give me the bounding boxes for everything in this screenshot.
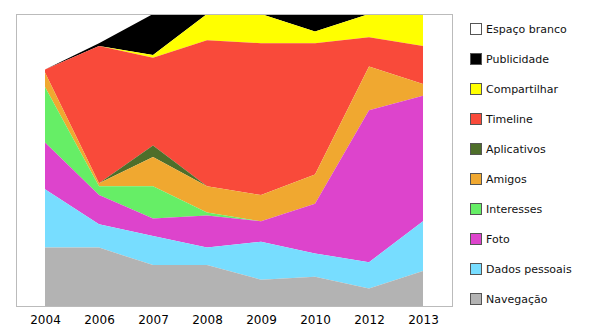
html-text:Publicidade: Publicidade: [486, 52, 550, 66]
svg-text:2010: 2010: [300, 313, 331, 327]
svg-text:2012: 2012: [354, 313, 385, 327]
html-text:Foto: Foto: [486, 232, 510, 246]
svg-text:2004: 2004: [30, 313, 61, 327]
html-text:Espaço branco: Espaço branco: [486, 22, 567, 36]
html-text:Aplicativos: Aplicativos: [486, 142, 546, 156]
html-text:Interesses: Interesses: [486, 202, 543, 216]
svg-text:2007: 2007: [138, 313, 169, 327]
html-text:Dados pessoais: Dados pessoais: [486, 262, 572, 276]
svg-text:2009: 2009: [246, 313, 277, 327]
html-text:Timeline: Timeline: [486, 112, 533, 126]
html-text:Amigos: Amigos: [486, 172, 527, 186]
html-text:Navegação: Navegação: [486, 292, 548, 306]
svg-text:2006: 2006: [84, 313, 115, 327]
html-text:Compartilhar: Compartilhar: [486, 82, 558, 96]
svg-text:2013: 2013: [408, 313, 439, 327]
svg-text:2008: 2008: [192, 313, 223, 327]
